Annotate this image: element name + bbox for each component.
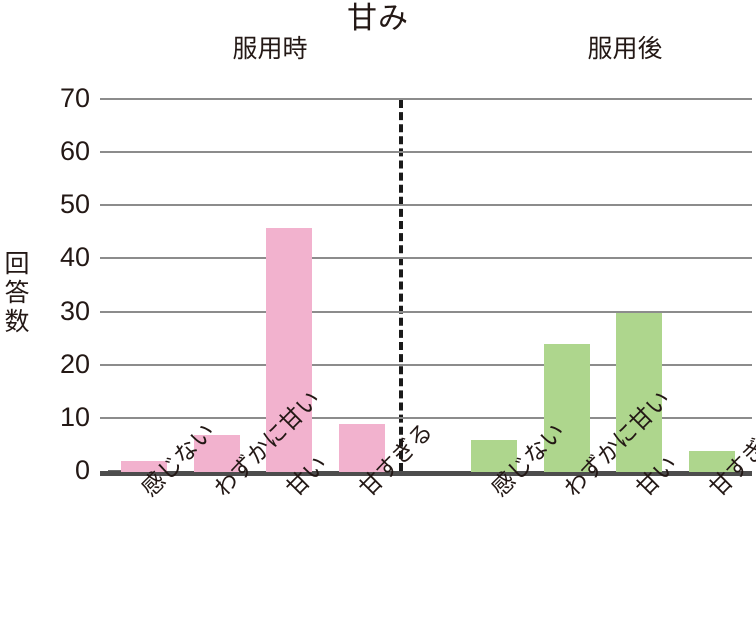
gridline-30: [100, 310, 752, 313]
bar-after-1[interactable]: [543, 344, 590, 472]
y-tick-label-20: 20: [59, 348, 90, 379]
y-tick-label-70: 70: [59, 83, 90, 113]
chart-title: 甘み: [347, 2, 409, 35]
gridline-70: [100, 98, 752, 100]
gridline-50: [100, 204, 752, 207]
bar-after-0[interactable]: [471, 440, 517, 472]
y-axis-ticks: 70 60 50 40 30 20 10 0: [22, 0, 122, 628]
bar-during-2[interactable]: [266, 227, 312, 472]
group-title-after: 服用後: [587, 35, 663, 63]
gridline-40: [100, 257, 752, 260]
y-tick-label-40: 40: [59, 242, 90, 273]
bar-after-3[interactable]: [688, 450, 735, 472]
y-tick-label-0: 0: [74, 455, 90, 485]
gridline-10: [100, 416, 752, 419]
y-axis-title: 回答数: [4, 250, 30, 336]
bar-during-3[interactable]: [338, 424, 385, 472]
y-tick-label-30: 30: [59, 295, 90, 326]
y-tick-label-10: 10: [59, 401, 90, 432]
bar-during-1[interactable]: [193, 434, 240, 472]
group-divider-dashed-line: [399, 100, 403, 471]
plot-area: [100, 98, 752, 476]
x-axis-baseline: [100, 471, 752, 476]
gridline-20: [100, 363, 752, 366]
y-tick-label-60: 60: [59, 136, 90, 167]
bar-after-2[interactable]: [616, 312, 662, 472]
gridline-60: [100, 151, 752, 154]
y-tick-label-50: 50: [59, 189, 90, 220]
bar-during-0[interactable]: [121, 461, 167, 472]
group-title-during: 服用時: [232, 35, 308, 63]
